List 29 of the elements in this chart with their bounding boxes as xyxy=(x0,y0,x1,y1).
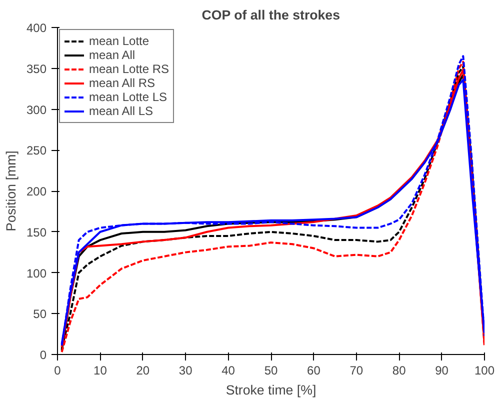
y-axis-title: Position [mm] xyxy=(3,150,18,232)
legend-label: mean All RS xyxy=(89,76,156,90)
x-tick-label: 60 xyxy=(307,364,321,378)
y-tick-label: 250 xyxy=(26,144,47,158)
x-tick-label: 20 xyxy=(136,364,150,378)
y-tick-label: 400 xyxy=(26,21,47,35)
legend-label: mean All xyxy=(89,48,136,62)
legend-label: mean Lotte LS xyxy=(89,90,168,104)
y-tick-label: 300 xyxy=(26,102,47,117)
legend-label: mean Lotte xyxy=(89,34,150,48)
legend-label: mean Lotte RS xyxy=(89,62,170,76)
x-tick-label: 10 xyxy=(94,364,108,378)
y-tick-label: 0 xyxy=(40,348,47,362)
x-tick-label: 90 xyxy=(435,364,449,378)
x-tick-label: 30 xyxy=(178,364,193,378)
x-tick-label: 0 xyxy=(54,364,62,378)
y-tick-label: 150 xyxy=(26,225,47,240)
x-tick-label: 70 xyxy=(350,364,364,378)
y-tick-label: 350 xyxy=(26,62,47,76)
y-tick-label: 100 xyxy=(26,266,47,280)
chart-title: COP of all the strokes xyxy=(202,8,340,22)
x-axis-title: Stroke time [%] xyxy=(226,382,316,398)
x-tick-label: 50 xyxy=(264,364,278,378)
legend-label: mean All LS xyxy=(89,104,154,118)
y-tick-label: 50 xyxy=(33,307,47,322)
x-tick-label: 80 xyxy=(392,364,406,378)
x-tick-label: 100 xyxy=(474,364,495,378)
y-tick-label: 200 xyxy=(26,184,47,198)
x-tick-label: 40 xyxy=(222,364,236,378)
